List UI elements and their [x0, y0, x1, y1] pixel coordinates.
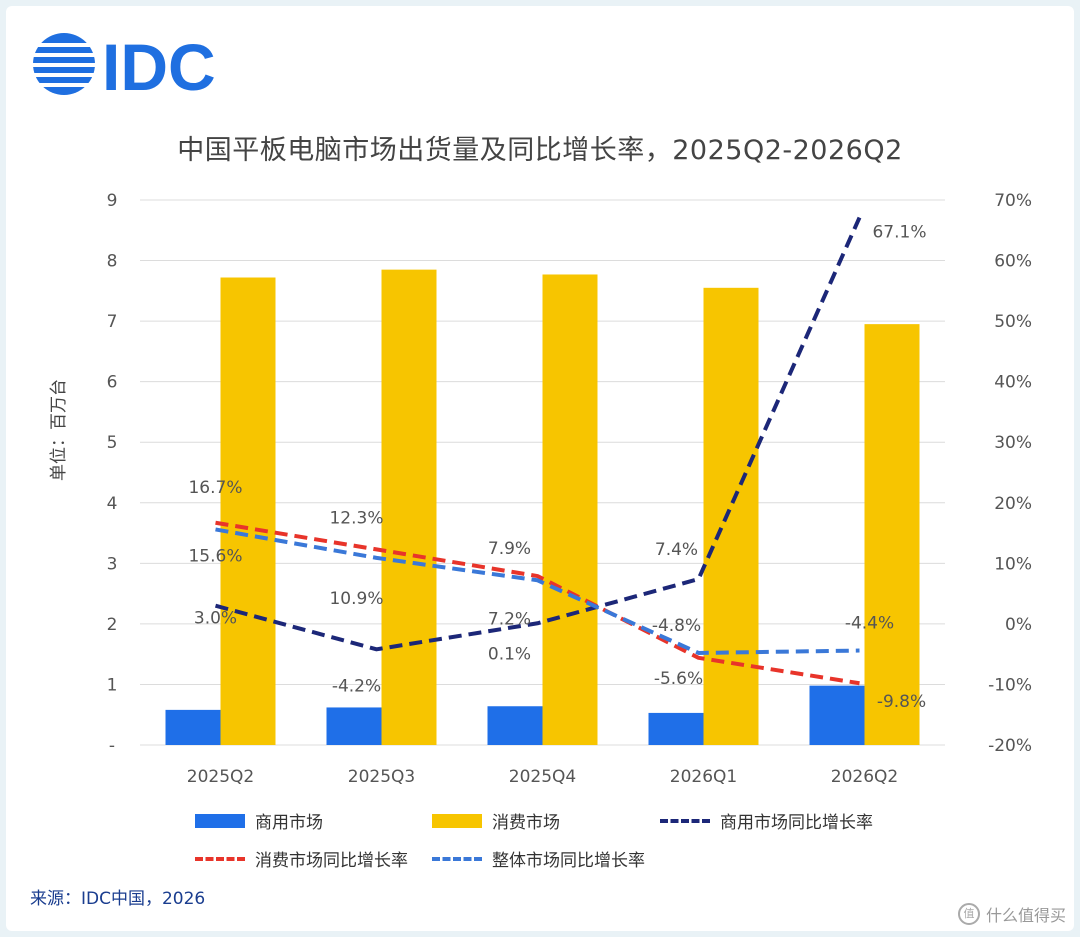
legend-label-consumer: 消费市场: [492, 813, 560, 833]
bar-commercial: [809, 685, 865, 745]
line-commercial-yoy: [214, 216, 862, 652]
bar-commercial: [487, 706, 543, 745]
watermark-icon: 值: [957, 903, 980, 925]
y2-tick-label: 10%: [994, 554, 1032, 574]
source-note: 来源：IDC中国，2026: [30, 889, 206, 909]
chart-plot: - 1 2 3 4 5 6 7 8 9 -20% -10% 0% 10% 20% 30% 40% 50% 60% 70…: [49, 191, 1032, 787]
y2-tick-label: 30%: [994, 433, 1032, 453]
y-tick-label: 3: [107, 554, 118, 574]
legend-label-overall-yoy: 整体市场同比增长率: [492, 851, 645, 871]
watermark-text: 什么值得买: [985, 906, 1066, 925]
chart-title: 中国平板电脑市场出货量及同比增长率，2025Q2-2026Q2: [177, 135, 903, 166]
data-label: -9.8%: [877, 692, 926, 712]
bar-commercial: [165, 709, 221, 745]
y2-tick-label: -10%: [988, 675, 1032, 695]
y-tick-label: 1: [107, 675, 118, 695]
data-label: 3.0%: [194, 609, 237, 629]
legend-swatch-overall-yoy: [432, 856, 482, 861]
bar-consumer: [703, 287, 759, 745]
y-tick-label: 8: [107, 252, 118, 272]
y2-tick-label: -20%: [988, 736, 1032, 756]
data-label: 67.1%: [872, 223, 926, 243]
data-label: 15.6%: [188, 546, 242, 566]
data-label: -5.6%: [654, 669, 703, 689]
data-label: 7.2%: [488, 609, 531, 629]
data-label: 12.3%: [329, 508, 383, 528]
y-tick-label: 6: [107, 373, 118, 393]
legend-swatch-consumer: [432, 813, 482, 828]
y2-tick-label: 20%: [994, 494, 1032, 514]
x-tick-label: 2026Q2: [831, 767, 898, 787]
bar-consumer: [381, 269, 437, 745]
y-tick-label: 4: [107, 494, 118, 514]
legend-label-consumer-yoy: 消费市场同比增长率: [255, 851, 408, 871]
line-overall-yoy: [215, 527, 860, 655]
x-tick-label: 2026Q1: [670, 767, 737, 787]
y2-tick-label: 70%: [994, 191, 1032, 211]
y-tick-label: 7: [107, 312, 118, 332]
y-axis-label: 单位：百万台: [49, 379, 69, 481]
legend-item-overall-yoy: 整体市场同比增长率: [432, 846, 645, 871]
line-consumer-yoy: [215, 520, 860, 686]
legend-item-commercial-yoy: 商用市场同比增长率: [660, 808, 873, 833]
legend-swatch-consumer-yoy: [195, 856, 245, 861]
legend-swatch-commercial: [195, 813, 245, 828]
x-tick-label: 2025Q2: [187, 767, 254, 787]
y2-tick-label: 40%: [994, 373, 1032, 393]
bar-consumer: [864, 324, 920, 745]
bar-commercial: [648, 712, 704, 745]
legend-item-commercial: 商用市场: [195, 808, 323, 833]
y-tick-label: 5: [107, 433, 118, 453]
data-label: 7.4%: [655, 540, 698, 560]
legend-label-commercial-yoy: 商用市场同比增长率: [720, 813, 873, 833]
bar-commercial: [326, 707, 382, 745]
bar-consumer: [220, 277, 276, 745]
y-tick-label: 2: [107, 615, 118, 635]
legend: 商用市场 消费市场 商用市场同比增长率 消费市场同比增长率 整体市场同比增长率: [195, 808, 955, 871]
legend-item-consumer: 消费市场: [432, 808, 560, 833]
legend-item-consumer-yoy: 消费市场同比增长率: [195, 846, 408, 871]
y-tick-label: 9: [107, 191, 118, 211]
y-tick-label: -: [109, 736, 115, 756]
data-label: -4.8%: [652, 616, 701, 636]
data-label: 16.7%: [188, 478, 242, 498]
bar-consumer: [542, 274, 598, 745]
y2-tick-label: 60%: [994, 252, 1032, 272]
x-tick-label: 2025Q4: [509, 767, 576, 787]
data-label: -4.2%: [332, 676, 381, 696]
data-label: 0.1%: [488, 644, 531, 664]
idc-logo: IDC: [30, 30, 216, 100]
data-label: 10.9%: [329, 589, 383, 609]
logo-text: IDC: [102, 30, 216, 100]
y2-tick-label: 50%: [994, 312, 1032, 332]
watermark: 值 什么值得买: [957, 902, 1066, 926]
legend-label-commercial: 商用市场: [255, 813, 323, 833]
y2-tick-label: 0%: [1005, 615, 1032, 635]
data-label: 7.9%: [488, 539, 531, 559]
data-label: -4.4%: [845, 614, 894, 634]
globe-icon: [30, 33, 100, 95]
x-tick-label: 2025Q3: [348, 767, 415, 787]
legend-swatch-commercial-yoy: [660, 818, 710, 823]
